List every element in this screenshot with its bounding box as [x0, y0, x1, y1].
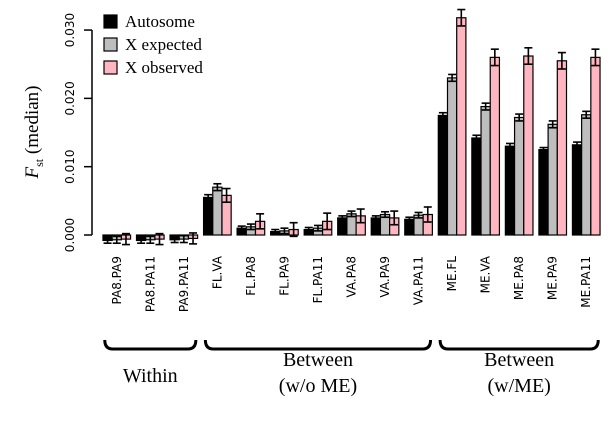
bar	[523, 55, 534, 236]
bar	[556, 60, 568, 236]
group-brackets: Within Between (w/o ME) Between (w/ME)	[103, 339, 600, 397]
bar	[480, 105, 491, 236]
legend: Autosome X expected X observed	[103, 12, 203, 77]
bar	[547, 123, 558, 236]
group-bracket	[203, 339, 433, 351]
y-tick-label: 0.000	[63, 218, 77, 252]
bar	[489, 56, 501, 236]
y-axis-label: Fst (median)	[22, 86, 46, 180]
x-tick-label: FL.PA11	[311, 256, 325, 303]
bar	[581, 114, 592, 236]
y-tick-label: 0.020	[63, 81, 77, 115]
legend-swatch	[103, 60, 118, 75]
legend-label: X observed	[125, 58, 203, 77]
group-label: Within	[123, 365, 178, 387]
group-label: (w/ME)	[488, 375, 551, 397]
bar	[446, 77, 458, 236]
group-label: Between	[283, 349, 353, 371]
y-axis: 0.000 0.010 0.020 0.030	[63, 13, 93, 252]
x-tick-label: VA.PA8	[345, 256, 359, 298]
x-tick-label: ME.PA8	[512, 256, 526, 300]
bar	[513, 116, 525, 236]
bar	[456, 17, 467, 236]
x-tick-label: FL.PA9	[277, 256, 291, 296]
group-bracket	[103, 339, 198, 351]
bar	[538, 149, 549, 236]
x-tick-label: ME.VA	[479, 255, 493, 293]
group-label: Between	[484, 349, 554, 371]
x-tick-label: ME.FL	[445, 256, 459, 292]
group-bracket	[438, 339, 600, 351]
bar	[437, 114, 449, 236]
x-tick-label: VA.PA11	[412, 256, 426, 305]
x-tick-label: PA9.PA11	[177, 256, 191, 312]
legend-swatch	[103, 37, 118, 52]
y-tick-label: 0.030	[63, 13, 77, 47]
y-label-main: F	[22, 166, 43, 179]
group-label: (w/o ME)	[279, 375, 357, 397]
bar	[212, 186, 223, 236]
bar	[471, 137, 482, 236]
x-tick-label: PA8.PA11	[143, 256, 157, 312]
bar	[202, 196, 214, 236]
y-tick-label: 0.010	[63, 150, 77, 184]
legend-label: Autosome	[125, 12, 195, 31]
bar	[571, 144, 583, 236]
bar	[590, 56, 601, 236]
x-tick-label: ME.PA9	[546, 256, 560, 300]
x-tick-label: FL.VA	[210, 255, 224, 289]
bar	[504, 145, 516, 236]
x-tick-label: ME.PA11	[579, 256, 593, 308]
bars-area	[102, 8, 601, 246]
x-axis-labels: PA8.PA9 PA8.PA11 PA9.PA11 FL.VA FL.PA8 FL.PA9…	[110, 255, 593, 312]
x-tick-label: PA8.PA9	[110, 256, 124, 304]
x-tick-label: VA.PA9	[378, 256, 392, 298]
legend-swatch	[103, 14, 118, 29]
y-label-sub: st	[32, 158, 46, 167]
x-tick-label: FL.PA8	[244, 256, 258, 296]
y-label-rest: (median)	[22, 86, 43, 159]
legend-label: X expected	[125, 35, 202, 54]
